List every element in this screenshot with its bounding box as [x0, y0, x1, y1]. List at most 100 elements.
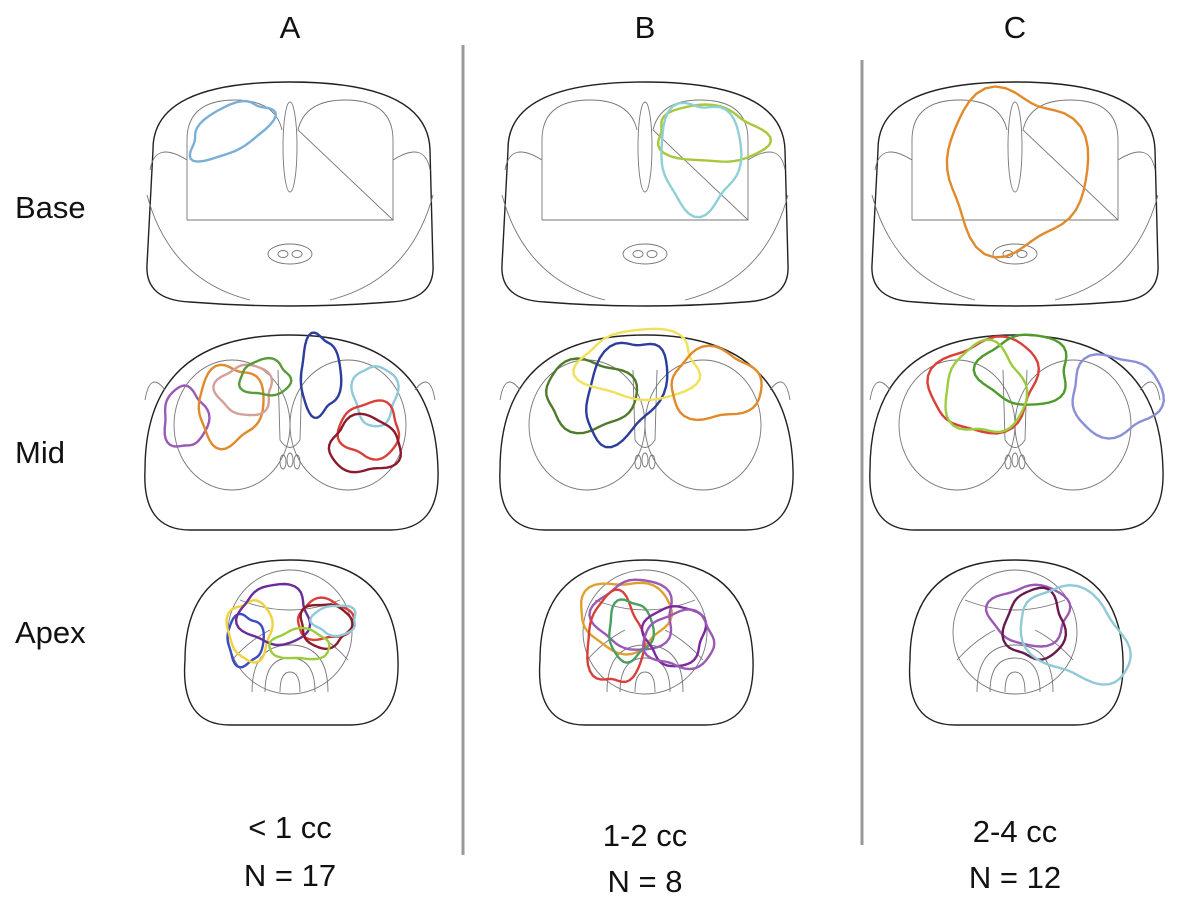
- lesion-contour: [642, 608, 716, 671]
- zone-outline: [289, 359, 407, 491]
- volume-label: < 1 cc: [248, 810, 332, 845]
- zone-outline: [1014, 359, 1132, 491]
- lesion-contour: [926, 335, 1040, 435]
- prostate-mid: [869, 333, 1165, 531]
- row-label: Apex: [15, 615, 86, 650]
- lesion-contour: [588, 578, 673, 651]
- lesion-contour: [580, 581, 674, 656]
- count-label: N = 17: [244, 858, 336, 893]
- zone-outline: [501, 151, 789, 301]
- gland-outline: [146, 81, 434, 307]
- lesion-contour: [212, 363, 274, 417]
- zone-outline: [952, 569, 1078, 695]
- zone-outline: [632, 250, 644, 258]
- lesion-contour: [309, 604, 357, 638]
- zone-outline: [286, 452, 294, 468]
- zone-outline: [1007, 101, 1023, 193]
- prostate-base: [146, 81, 434, 307]
- prostate-apex: [538, 559, 754, 726]
- prostate-apex: [908, 559, 1132, 726]
- zone-outline: [956, 599, 1074, 693]
- zone-outline: [528, 359, 646, 491]
- zone-outline: [1018, 454, 1026, 470]
- lesion-contour: [188, 99, 277, 163]
- zone-outline: [1011, 452, 1019, 468]
- lesion-contour: [972, 333, 1068, 406]
- lesion-contour: [984, 583, 1072, 648]
- gland-outline: [144, 334, 439, 531]
- lesion-contour: [268, 626, 331, 661]
- zone-outline: [622, 243, 668, 265]
- prostate-base: [501, 81, 789, 307]
- lesion-contour: [660, 101, 743, 219]
- lesion-contour: [327, 412, 402, 474]
- zone-outline: [144, 369, 436, 448]
- lesion-contour: [238, 356, 293, 397]
- zone-outline: [648, 454, 656, 470]
- gland-outline: [869, 334, 1164, 531]
- lesion-contour: [585, 341, 669, 449]
- gland-outline: [538, 559, 754, 726]
- zone-outline: [186, 99, 394, 222]
- lesion-contour: [1019, 584, 1132, 686]
- zone-outline: [646, 250, 658, 258]
- prostate-mid: [144, 331, 439, 531]
- prostate-base: [871, 81, 1159, 307]
- zone-outline: [293, 454, 301, 470]
- lesion-contour: [234, 582, 312, 647]
- lesion-contour: [299, 331, 343, 419]
- column-label: B: [635, 10, 656, 45]
- gland-outline: [499, 334, 794, 531]
- volume-label: 1-2 cc: [603, 818, 687, 853]
- count-label: N = 12: [969, 860, 1061, 895]
- prostate-apex: [183, 559, 399, 726]
- lesion-contour: [656, 103, 773, 163]
- zone-outline: [644, 359, 762, 491]
- lesion-contour: [350, 365, 400, 428]
- zone-outline: [1004, 454, 1012, 470]
- lesion-contour: [225, 599, 274, 664]
- zone-outline: [582, 569, 708, 695]
- lesion-contour: [545, 357, 639, 435]
- count-label: N = 8: [608, 864, 683, 899]
- lesion-contour: [163, 384, 211, 448]
- gland-outline: [908, 559, 1124, 726]
- zone-outline: [634, 454, 642, 470]
- lesion-contour: [197, 363, 265, 451]
- lesion-contour: [572, 327, 702, 402]
- zone-outline: [267, 243, 313, 265]
- gland-outline: [871, 81, 1159, 307]
- row-label: Mid: [15, 435, 65, 470]
- lesion-contour: [336, 399, 401, 461]
- lesion-contour: [1001, 586, 1068, 661]
- zone-outline: [541, 99, 749, 222]
- column-label: C: [1004, 10, 1026, 45]
- zone-outline: [146, 151, 434, 301]
- zone-outline: [641, 452, 649, 468]
- lesion-contour: [944, 338, 1029, 433]
- zone-outline: [282, 101, 298, 193]
- zone-outline: [911, 99, 1119, 222]
- zone-outline: [291, 250, 303, 258]
- lesion-contour: [945, 85, 1090, 259]
- zone-outline: [279, 454, 287, 470]
- lesion-contour: [299, 603, 354, 650]
- prostate-mid: [499, 327, 794, 531]
- zone-outline: [992, 243, 1038, 265]
- zone-outline: [231, 599, 349, 693]
- volume-label: 2-4 cc: [973, 814, 1057, 849]
- row-label: Base: [15, 190, 86, 225]
- zone-outline: [871, 151, 1159, 301]
- zone-outline: [277, 250, 289, 258]
- zone-outline: [637, 101, 653, 193]
- gland-outline: [501, 81, 789, 307]
- lesion-contour: [1071, 353, 1165, 440]
- zone-outline: [499, 369, 791, 448]
- zone-outline: [1016, 250, 1028, 258]
- gland-outline: [183, 559, 399, 726]
- zone-outline: [869, 369, 1161, 448]
- lesion-contour: [608, 598, 655, 664]
- column-label: A: [280, 10, 301, 45]
- lesion-contour: [226, 612, 265, 669]
